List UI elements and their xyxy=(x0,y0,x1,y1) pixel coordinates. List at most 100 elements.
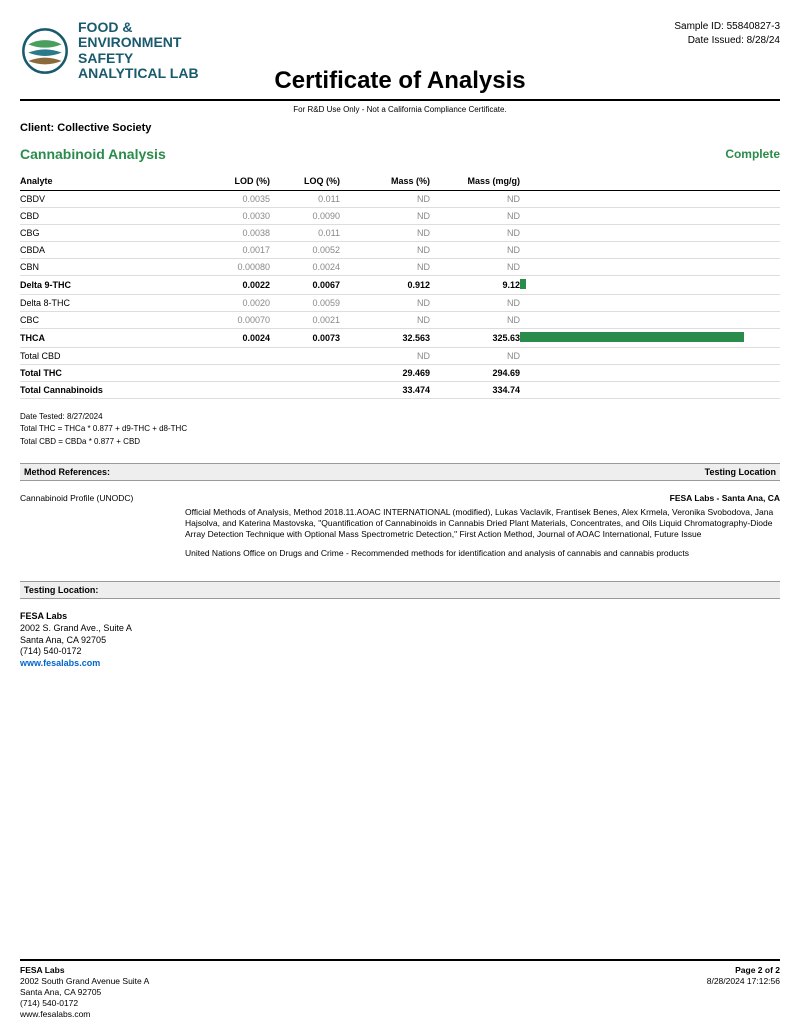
td-masspc: 29.469 xyxy=(340,364,430,381)
td-lod: 0.0030 xyxy=(200,207,270,224)
table-row: Delta 9-THC0.00220.00670.9129.12 xyxy=(20,275,780,294)
td-masspc: ND xyxy=(340,224,430,241)
td-lod: 0.0038 xyxy=(200,224,270,241)
td-massmg: 294.69 xyxy=(430,364,520,381)
logo-text: FOOD & ENVIRONMENT SAFETY ANALYTICAL LAB xyxy=(78,20,199,82)
method-right: FESA Labs - Santa Ana, CA Official Metho… xyxy=(185,493,780,567)
td-massmg: 9.12 xyxy=(430,275,520,294)
td-bar xyxy=(520,207,780,224)
td-analyte: Total THC xyxy=(20,364,200,381)
td-lod: 0.0020 xyxy=(200,294,270,311)
method-citation-2: United Nations Office on Drugs and Crime… xyxy=(185,548,780,559)
td-loq: 0.0067 xyxy=(270,275,340,294)
td-lod: 0.0022 xyxy=(200,275,270,294)
method-lab-name: FESA Labs - Santa Ana, CA xyxy=(185,493,780,503)
td-massmg: ND xyxy=(430,241,520,258)
td-massmg: ND xyxy=(430,190,520,207)
table-row: Total CBDNDND xyxy=(20,347,780,364)
lab-addr1: 2002 S. Grand Ave., Suite A xyxy=(20,623,780,635)
td-bar xyxy=(520,311,780,328)
td-massmg: ND xyxy=(430,224,520,241)
td-analyte: Total CBD xyxy=(20,347,200,364)
td-bar xyxy=(520,328,780,347)
lab-addr2: Santa Ana, CA 92705 xyxy=(20,635,780,647)
td-masspc: 32.563 xyxy=(340,328,430,347)
td-lod: 0.0017 xyxy=(200,241,270,258)
td-lod: 0.0024 xyxy=(200,328,270,347)
table-row: CBN0.000800.0024NDND xyxy=(20,258,780,275)
td-loq: 0.011 xyxy=(270,224,340,241)
td-massmg: 325.63 xyxy=(430,328,520,347)
td-analyte: CBDA xyxy=(20,241,200,258)
table-row: Total Cannabinoids33.474334.74 xyxy=(20,381,780,398)
td-bar xyxy=(520,224,780,241)
footer: FESA Labs 2002 South Grand Avenue Suite … xyxy=(20,959,780,1020)
td-analyte: Delta 8-THC xyxy=(20,294,200,311)
footer-addr2: Santa Ana, CA 92705 xyxy=(20,987,149,998)
lab-phone: (714) 540-0172 xyxy=(20,646,780,658)
td-massmg: ND xyxy=(430,207,520,224)
footer-page: Page 2 of 2 xyxy=(707,965,780,976)
td-analyte: CBD xyxy=(20,207,200,224)
td-bar xyxy=(520,241,780,258)
td-analyte: CBDV xyxy=(20,190,200,207)
table-row: CBDA0.00170.0052NDND xyxy=(20,241,780,258)
th-masspc: Mass (%) xyxy=(340,172,430,191)
td-masspc: ND xyxy=(340,294,430,311)
td-bar xyxy=(520,294,780,311)
lab-address: FESA Labs 2002 S. Grand Ave., Suite A Sa… xyxy=(20,611,780,669)
footer-phone: (714) 540-0172 xyxy=(20,998,149,1009)
method-refs-label: Method References: xyxy=(24,467,110,477)
subtitle: For R&D Use Only - Not a California Comp… xyxy=(20,105,780,114)
note-total-cbd: Total CBD = CBDa * 0.877 + CBD xyxy=(20,436,780,449)
table-row: THCA0.00240.007332.563325.63 xyxy=(20,328,780,347)
td-analyte: THCA xyxy=(20,328,200,347)
td-bar xyxy=(520,381,780,398)
lab-name: FESA Labs xyxy=(20,611,780,623)
th-analyte: Analyte xyxy=(20,172,200,191)
footer-timestamp: 8/28/2024 17:12:56 xyxy=(707,976,780,987)
td-analyte: Total Cannabinoids xyxy=(20,381,200,398)
td-analyte: CBC xyxy=(20,311,200,328)
note-date-tested: Date Tested: 8/27/2024 xyxy=(20,411,780,424)
td-loq: 0.0021 xyxy=(270,311,340,328)
method-refs-bar: Method References: Testing Location xyxy=(20,463,780,481)
lab-logo-icon xyxy=(20,26,70,76)
section-header: Cannabinoid Analysis Complete xyxy=(20,146,780,162)
td-analyte: CBG xyxy=(20,224,200,241)
table-row: CBD0.00300.0090NDND xyxy=(20,207,780,224)
td-massmg: ND xyxy=(430,311,520,328)
table-row: CBDV0.00350.011NDND xyxy=(20,190,780,207)
method-row: Cannabinoid Profile (UNODC) FESA Labs - … xyxy=(20,493,780,567)
td-massmg: ND xyxy=(430,258,520,275)
th-lod: LOD (%) xyxy=(200,172,270,191)
td-lod xyxy=(200,347,270,364)
footer-lab-name: FESA Labs xyxy=(20,965,149,976)
footer-right: Page 2 of 2 8/28/2024 17:12:56 xyxy=(707,965,780,1020)
sample-id: Sample ID: 55840827-3 xyxy=(674,20,780,34)
cannabinoid-table: Analyte LOD (%) LOQ (%) Mass (%) Mass (m… xyxy=(20,172,780,399)
td-masspc: ND xyxy=(340,258,430,275)
section-status: Complete xyxy=(725,147,780,161)
td-masspc: ND xyxy=(340,207,430,224)
td-massmg: ND xyxy=(430,294,520,311)
notes: Date Tested: 8/27/2024 Total THC = THCa … xyxy=(20,411,780,449)
td-loq: 0.0024 xyxy=(270,258,340,275)
td-analyte: CBN xyxy=(20,258,200,275)
divider xyxy=(20,99,780,101)
td-loq: 0.011 xyxy=(270,190,340,207)
td-loq: 0.0090 xyxy=(270,207,340,224)
td-lod: 0.00080 xyxy=(200,258,270,275)
table-row: CBC0.000700.0021NDND xyxy=(20,311,780,328)
td-massmg: ND xyxy=(430,347,520,364)
lab-url[interactable]: www.fesalabs.com xyxy=(20,658,780,670)
table-row: Total THC 29.469294.69 xyxy=(20,364,780,381)
td-bar xyxy=(520,275,780,294)
td-lod: 0.0035 xyxy=(200,190,270,207)
td-bar xyxy=(520,347,780,364)
td-loq xyxy=(270,364,340,381)
td-masspc: 33.474 xyxy=(340,381,430,398)
td-loq: 0.0052 xyxy=(270,241,340,258)
client-name: Client: Collective Society xyxy=(20,122,780,134)
td-bar xyxy=(520,190,780,207)
